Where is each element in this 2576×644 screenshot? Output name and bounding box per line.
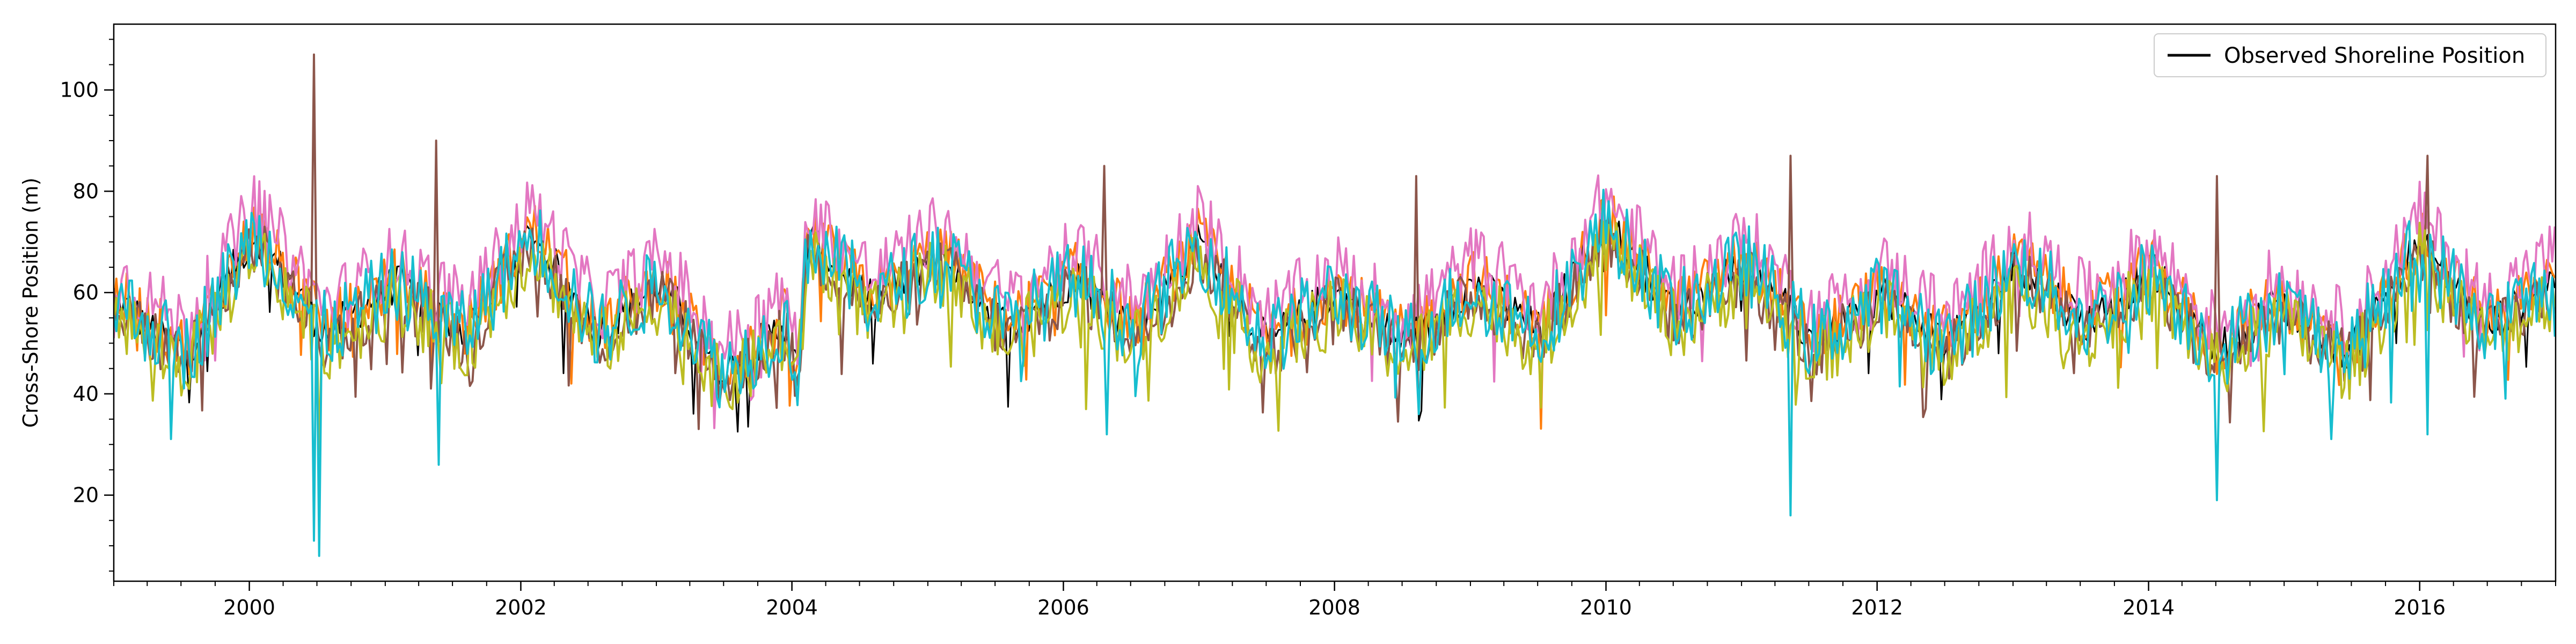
x-tick-label: 2014 (2123, 596, 2175, 619)
y-tick-label: 60 (73, 281, 99, 304)
y-tick-label: 40 (73, 382, 99, 406)
x-tick-label: 2000 (223, 596, 275, 619)
x-tick-label: 2002 (495, 596, 547, 619)
y-tick-label: 80 (73, 179, 99, 203)
x-tick-label: 2006 (1037, 596, 1089, 619)
y-tick-label: 20 (73, 484, 99, 507)
x-tick-label: 2008 (1308, 596, 1360, 619)
y-axis-label: Cross-Shore Position (m) (19, 178, 42, 428)
y-tick-label: 100 (60, 78, 99, 102)
x-tick-label: 2016 (2394, 596, 2446, 619)
y-axis: 20 40 60 80 100 (60, 39, 114, 572)
x-tick-label: 2012 (1851, 596, 1903, 619)
legend-label-observed: Observed Shoreline Position (2224, 43, 2525, 68)
x-tick-label: 2010 (1580, 596, 1632, 619)
legend: Observed Shoreline Position (2154, 33, 2546, 77)
legend-box (2154, 33, 2546, 77)
x-axis: 2000 2002 2004 2006 2008 2010 2012 2014 2016 (113, 581, 2556, 619)
series-line-5 (114, 188, 2556, 557)
x-tick-label: 2004 (766, 596, 818, 619)
series-layer (114, 53, 2556, 557)
